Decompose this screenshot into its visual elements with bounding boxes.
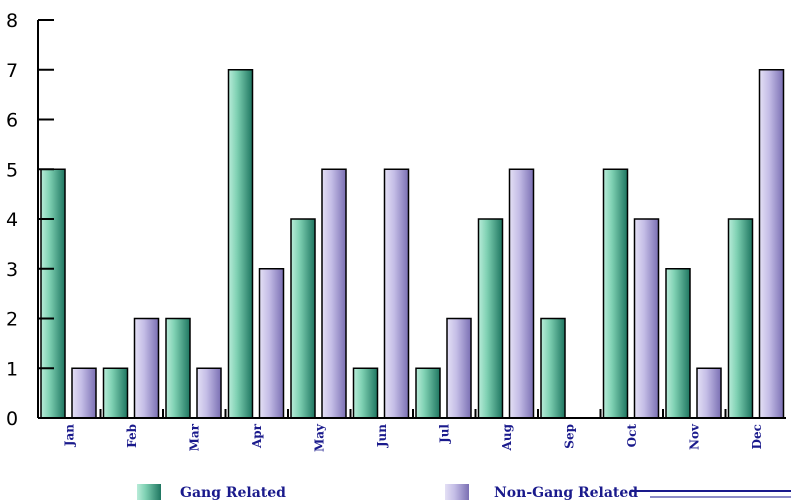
legend-label-non-gang-related: Non-Gang Related	[494, 485, 638, 501]
x-tick-label-sep: Sep	[562, 424, 576, 449]
x-tick-label-jun: Jun	[375, 424, 389, 448]
x-tick-label-mar: Mar	[187, 423, 201, 451]
bar-gang-related-jul	[415, 367, 441, 419]
bar-non-gang-related-dec	[758, 69, 785, 419]
bar-non-gang-related-jan	[71, 367, 97, 419]
bar-non-gang-related-jul	[446, 317, 472, 419]
legend-swatch-gang-related	[137, 484, 161, 500]
bar-non-gang-related-nov	[696, 367, 722, 419]
y-tick-label: 7	[6, 60, 18, 82]
y-tick-label: 2	[6, 309, 18, 331]
bar-non-gang-related-feb	[133, 317, 160, 419]
x-tick-label-jul: Jul	[437, 424, 451, 444]
legend-swatch-non-gang-related	[445, 484, 469, 500]
bar-non-gang-related-mar	[196, 367, 222, 419]
x-tick-label-jan: Jan	[62, 424, 76, 447]
x-axis: Jan Feb Mar Apr May Jun Jul Aug Sep Oct Nov Dec	[62, 409, 764, 452]
bar-non-gang-related-apr	[258, 268, 285, 419]
bar-gang-related-apr	[227, 69, 254, 419]
legend-label-gang-related: Gang Related	[180, 485, 286, 501]
bar-non-gang-related-aug	[508, 168, 535, 419]
y-tick-label: 5	[6, 159, 18, 181]
x-tick-label-aug: Aug	[500, 423, 514, 451]
x-tick-label-may: May	[312, 423, 326, 452]
y-tick-label: 6	[6, 110, 18, 132]
bars-group	[40, 69, 785, 419]
bar-gang-related-dec	[727, 218, 754, 419]
bar-non-gang-related-oct	[633, 218, 660, 419]
legend: Gang Related Non-Gang Related	[137, 484, 791, 501]
x-tick-label-nov: Nov	[687, 423, 701, 450]
y-tick-label: 8	[6, 10, 18, 32]
bar-gang-related-aug	[477, 218, 504, 419]
y-axis: 0 1 2 3 4 5 6 7 8	[6, 10, 54, 430]
bar-non-gang-related-may	[321, 168, 347, 419]
y-tick-label: 3	[6, 259, 18, 281]
y-tick-label: 4	[6, 209, 18, 231]
x-tick-label-dec: Dec	[750, 424, 764, 449]
y-tick-label: 1	[6, 358, 18, 380]
bar-gang-related-mar	[165, 317, 191, 419]
bar-gang-related-nov	[665, 268, 691, 419]
bar-gang-related-may	[290, 218, 316, 419]
bar-gang-related-oct	[602, 168, 629, 419]
x-tick-label-apr: Apr	[250, 423, 264, 449]
y-tick-label: 0	[6, 408, 18, 430]
bar-gang-related-jun	[352, 367, 379, 419]
bar-gang-related-jan	[40, 168, 66, 419]
x-tick-label-oct: Oct	[625, 424, 639, 448]
bar-gang-related-sep	[540, 317, 566, 419]
bar-non-gang-related-jun	[383, 168, 410, 419]
x-tick-label-feb: Feb	[125, 424, 139, 448]
bar-gang-related-feb	[102, 367, 129, 419]
